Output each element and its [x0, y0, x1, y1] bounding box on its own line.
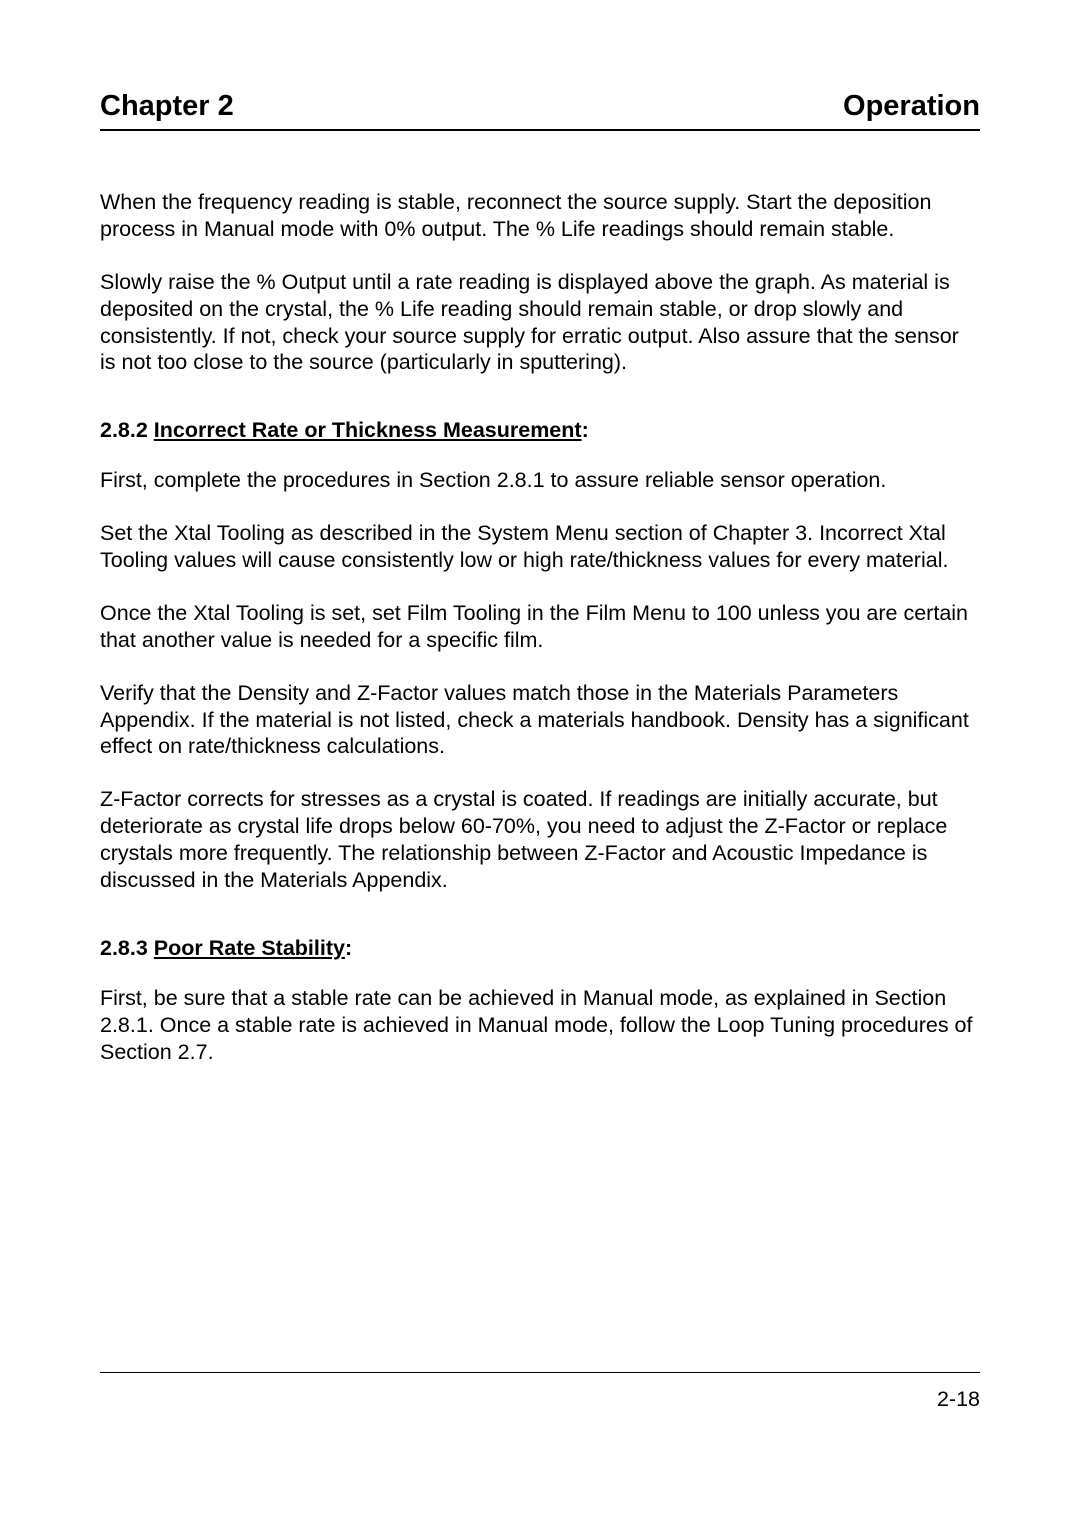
subheading-282: 2.8.2 Incorrect Rate or Thickness Measur… — [100, 418, 980, 443]
page-header: Chapter 2 Operation — [100, 90, 980, 131]
body-paragraph: Set the Xtal Tooling as described in the… — [100, 520, 980, 574]
body-paragraph: Z-Factor corrects for stresses as a crys… — [100, 786, 980, 894]
subheading-number: 2.8.3 — [100, 936, 154, 960]
section-title: Operation — [843, 90, 980, 123]
page-number: 2-18 — [937, 1387, 980, 1411]
body-paragraph: When the frequency reading is stable, re… — [100, 189, 980, 243]
body-paragraph: First, be sure that a stable rate can be… — [100, 985, 980, 1066]
subheading-283: 2.8.3 Poor Rate Stability: — [100, 936, 980, 961]
page-footer: 2-18 — [100, 1372, 980, 1412]
body-paragraph: First, complete the procedures in Sectio… — [100, 467, 980, 494]
chapter-title: Chapter 2 — [100, 90, 234, 123]
subheading-text: Poor Rate Stability — [154, 936, 345, 960]
subheading-number: 2.8.2 — [100, 418, 154, 442]
subheading-colon: : — [582, 418, 589, 442]
subheading-text: Incorrect Rate or Thickness Measurement — [154, 418, 582, 442]
body-paragraph: Verify that the Density and Z-Factor val… — [100, 680, 980, 761]
body-paragraph: Slowly raise the % Output until a rate r… — [100, 269, 980, 377]
body-paragraph: Once the Xtal Tooling is set, set Film T… — [100, 600, 980, 654]
subheading-colon: : — [345, 936, 352, 960]
